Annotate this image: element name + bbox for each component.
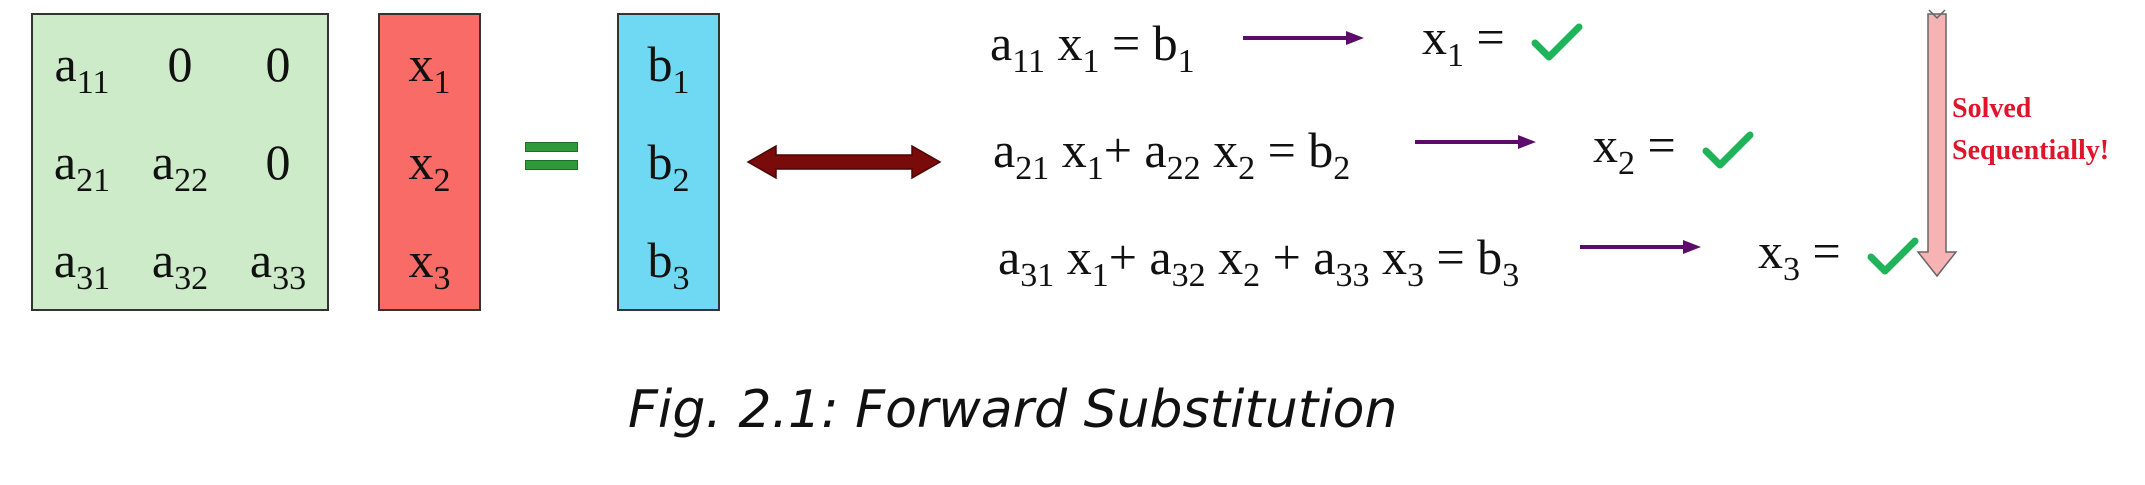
result-x2: x2 = (1593, 120, 1754, 181)
step-arrow-icon (1243, 31, 1364, 45)
matrix-entry: a31 (53, 232, 111, 297)
double-arrow-icon (746, 144, 942, 180)
vector-x-entry: x2 (408, 134, 451, 199)
matrix-entry: 0 (167, 36, 193, 92)
equals-sign-top-bar (525, 142, 578, 152)
matrix-entry: a21 (53, 134, 111, 199)
vector-x-entry: x1 (408, 36, 451, 101)
vector-b-entry: b1 (647, 36, 690, 101)
matrix-entry: a33 (249, 232, 307, 297)
matrix-entry: a32 (151, 232, 209, 297)
note-line: Solved (1952, 93, 2032, 124)
result-x3: x3 = (1758, 226, 1919, 287)
matrix-entry: a11 (54, 36, 110, 101)
matrix-entry: 0 (265, 134, 291, 190)
checkmark-icon (1867, 237, 1919, 275)
step-arrow-icon (1580, 240, 1701, 254)
note-line: Sequentially! (1952, 135, 2110, 166)
matrix-entry: 0 (265, 36, 291, 92)
vector-b: b1 b2 b3 (617, 13, 720, 311)
vector-x-entry: x3 (408, 232, 451, 297)
sequential-down-arrow-icon (1916, 9, 1958, 278)
equation-row-2: a21 x1+ a22 x2 = b2 (993, 122, 1351, 187)
result-x1: x1 = (1422, 12, 1583, 73)
equation-row-3: a31 x1+ a32 x2 + a33 x3 = b3 (998, 229, 1520, 294)
vector-b-entry: b2 (647, 134, 690, 199)
solved-sequentially-note: Solved Sequentially! (1952, 88, 2109, 172)
checkmark-icon (1702, 131, 1754, 169)
checkmark-icon (1531, 23, 1583, 61)
equals-sign-bottom-bar (525, 160, 578, 170)
equation-row-1: a11 x1 = b1 (990, 15, 1195, 80)
matrix-entry: a22 (151, 134, 209, 199)
vector-b-entry: b3 (647, 232, 690, 297)
step-arrow-icon (1415, 135, 1536, 149)
figure-caption: Fig. 2.1: Forward Substitution (628, 380, 1398, 440)
vector-x: x1 x2 x3 (378, 13, 481, 311)
matrix-a: a11 0 0 a21 a22 0 a31 a32 a33 (31, 13, 329, 311)
